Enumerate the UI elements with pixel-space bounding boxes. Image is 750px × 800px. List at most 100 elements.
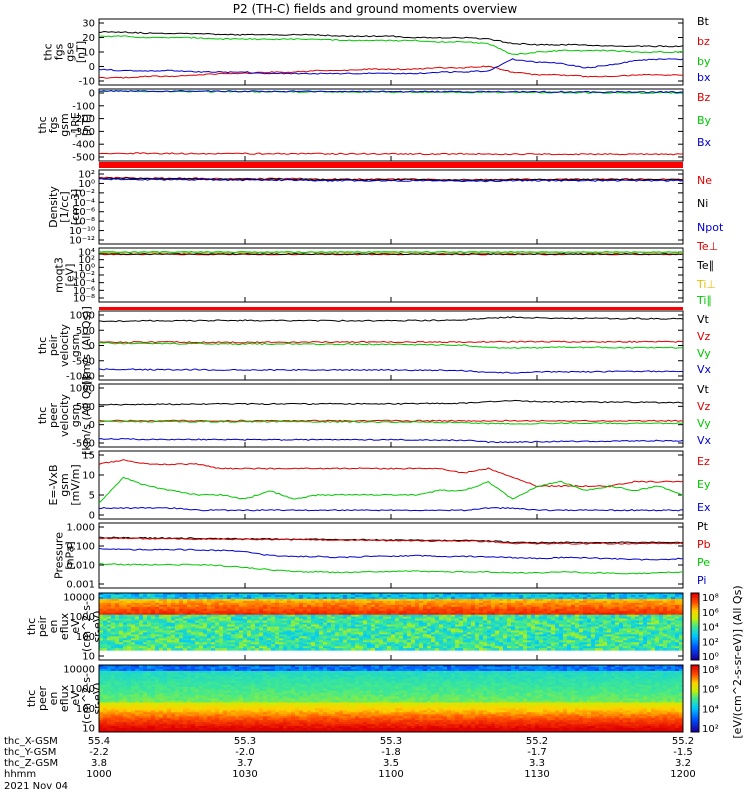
spectrogram-cell — [355, 644, 360, 647]
spectrogram-cell — [99, 602, 104, 606]
y-tick-label: 0.100 — [66, 542, 95, 553]
y-axis-label: velocity — [58, 324, 71, 367]
spectrogram-cell — [271, 594, 276, 598]
spectrogram-cell — [207, 602, 212, 606]
spectrogram-cell — [259, 620, 264, 624]
spectrogram-cell — [535, 638, 540, 641]
spectrogram-cell — [663, 594, 668, 598]
spectrogram-cell — [307, 634, 312, 637]
spectrogram-cell — [435, 646, 440, 649]
spectrogram-cell — [119, 698, 124, 701]
spectrogram-cell — [403, 634, 408, 637]
spectrogram-cell — [671, 622, 676, 626]
spectrogram-cell — [139, 598, 144, 602]
panel-frame — [98, 88, 684, 162]
spectrogram-cell — [315, 596, 320, 600]
spectrogram-cell — [435, 612, 440, 616]
spectrogram-cell — [447, 620, 452, 624]
spectrogram-cell — [443, 604, 448, 608]
spectrogram-cell — [519, 644, 524, 647]
spectrogram-cell — [123, 610, 128, 614]
spectrogram-cell — [179, 598, 184, 602]
spectrogram-cell — [167, 618, 172, 622]
spectrogram-cell — [539, 596, 544, 600]
spectrogram-cell — [379, 598, 384, 602]
spectrogram-cell — [363, 642, 368, 645]
spectrogram-cell — [631, 606, 636, 610]
spectrogram-cell — [427, 614, 432, 618]
spectrogram-cell — [331, 624, 336, 627]
spectrogram-cell — [415, 604, 420, 608]
spectrogram-cell — [219, 624, 224, 627]
spectrogram-cell — [291, 616, 296, 620]
spectrogram-cell — [655, 610, 660, 614]
spectrogram-cell — [447, 630, 452, 633]
spectrogram-cell — [347, 632, 352, 635]
spectrogram-cell — [171, 600, 176, 604]
spectrogram-cell — [463, 644, 468, 647]
spectrogram-cell — [291, 638, 296, 641]
spectrogram-cell — [139, 714, 144, 717]
spectrogram-cell — [487, 600, 492, 604]
spectrogram-cell — [147, 618, 152, 622]
spectrogram-cell — [487, 628, 492, 631]
spectrogram-cell — [287, 616, 292, 620]
spectrogram-cell — [235, 640, 240, 643]
spectrogram-cell — [135, 716, 140, 719]
spectrogram-cell — [139, 730, 144, 733]
spectrogram-cell — [679, 602, 684, 606]
spectrogram-cell — [135, 672, 140, 676]
spectrogram-cell — [543, 632, 548, 635]
spectrogram-cell — [475, 634, 480, 637]
spectrogram-cell — [407, 612, 412, 616]
spectrogram-cell — [519, 602, 524, 606]
spectrogram-cell — [579, 594, 584, 598]
spectrogram-cell — [631, 608, 636, 612]
spectrogram-cell — [319, 628, 324, 631]
spectrogram-cell — [107, 616, 112, 620]
spectrogram-cell — [219, 638, 224, 641]
spectrogram-cell — [183, 618, 188, 622]
spectrogram-cell — [451, 593, 456, 596]
spectrogram-cell — [615, 610, 620, 614]
spectrogram-cell — [151, 596, 156, 600]
y-tick-label: -500 — [72, 153, 95, 164]
spectrogram-cell — [131, 686, 136, 690]
spectrogram-cell — [187, 632, 192, 635]
spectrogram-cell — [463, 626, 468, 629]
spectrogram-cell — [339, 602, 344, 606]
spectrogram-cell — [219, 616, 224, 620]
spectrogram-cell — [671, 593, 676, 596]
spectrogram-cell — [639, 618, 644, 622]
spectrogram-cell — [507, 614, 512, 618]
spectrogram-cell — [443, 606, 448, 610]
spectrogram-cell — [463, 620, 468, 624]
spectrogram-cell — [115, 612, 120, 616]
spectrogram-cell — [227, 648, 232, 651]
spectrogram-cell — [139, 646, 144, 649]
spectrogram-cell — [391, 636, 396, 639]
spectrogram-cell — [207, 630, 212, 633]
spectrogram-cell — [111, 720, 116, 723]
spectrogram-cell — [575, 644, 580, 647]
spectrogram-cell — [135, 624, 140, 627]
series-line-Pb — [98, 537, 684, 545]
spectrogram-cell — [123, 718, 128, 721]
spectrogram-cell — [423, 598, 428, 602]
spectrogram-cell — [183, 620, 188, 624]
spectrogram-cell — [531, 642, 536, 645]
spectrogram-cell — [335, 604, 340, 608]
spectrogram-cell — [639, 596, 644, 600]
spectrogram-cell — [427, 612, 432, 616]
spectrogram-cell — [635, 644, 640, 647]
spectrogram-cell — [111, 642, 116, 645]
spectrogram-cell — [459, 640, 464, 643]
legend-entry: Pe — [697, 556, 710, 569]
spectrogram-cell — [643, 648, 648, 651]
spectrogram-cell — [587, 594, 592, 598]
spectrogram-cell — [115, 642, 120, 645]
spectrogram-cell — [151, 598, 156, 602]
spectrogram-cell — [671, 628, 676, 631]
spectrogram-cell — [131, 602, 136, 606]
legend-entry: Te⊥ — [696, 240, 718, 253]
